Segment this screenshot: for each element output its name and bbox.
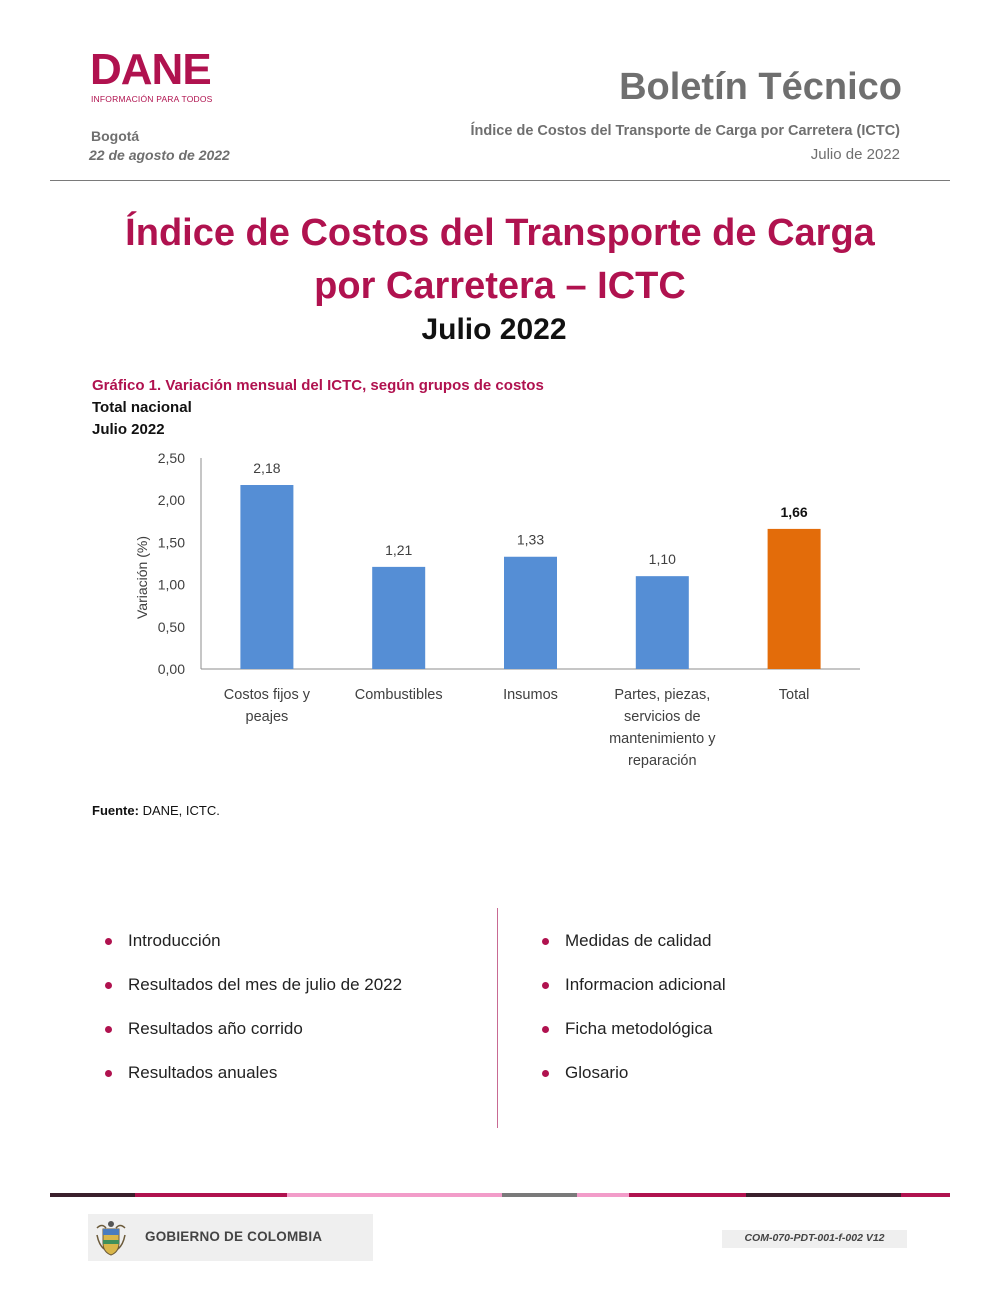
bullet-icon	[105, 938, 112, 945]
contents-item: Resultados del mes de julio de 2022	[98, 974, 402, 1018]
x-category-label: Combustibles	[355, 687, 443, 703]
bar	[635, 576, 689, 669]
contents-list-right: Medidas de calidad Informacion adicional F…	[535, 930, 726, 1106]
bar	[372, 566, 426, 669]
header-subject: Índice de Costos del Transporte de Carga…	[470, 123, 900, 139]
x-category-label: Costos fijos y	[224, 687, 311, 703]
contents-item: Informacion adicional	[535, 974, 726, 1018]
contents-item: Resultados anuales	[98, 1062, 402, 1106]
contents-item-label: Resultados anuales	[128, 1063, 278, 1082]
y-tick-label: 2,50	[158, 450, 185, 466]
chart-title: Gráfico 1. Variación mensual del ICTC, s…	[92, 377, 544, 394]
bullet-icon	[542, 1026, 549, 1033]
x-category-label: Total	[779, 687, 810, 703]
contents-item: Glosario	[535, 1062, 726, 1106]
x-category-label: Partes, piezas,	[614, 687, 710, 703]
bar	[767, 528, 821, 669]
bar-chart: 0,00 0,50 1,00 1,50 2,00 2,50 Variación (%) 2,1…	[134, 450, 860, 769]
bullet-icon	[105, 1026, 112, 1033]
bullet-icon	[105, 982, 112, 989]
page-title-line-1: Índice de Costos del Transporte de Carga	[125, 212, 875, 254]
y-tick-label: 0,00	[158, 661, 185, 677]
x-category-label: Insumos	[503, 687, 558, 703]
source-label: Fuente:	[92, 803, 139, 818]
contents-item: Introducción	[98, 930, 402, 974]
contents-item-label: Introducción	[128, 931, 221, 950]
x-category-label: servicios de	[624, 709, 701, 725]
form-code-box	[722, 1230, 907, 1248]
contents-item-label: Glosario	[565, 1063, 629, 1082]
bar	[504, 556, 557, 669]
header-period: Julio de 2022	[810, 146, 900, 163]
chart-period: Julio 2022	[92, 421, 165, 438]
y-tick-label: 2,00	[158, 492, 185, 508]
publication-date: 22 de agosto de 2022	[89, 147, 230, 163]
bar-value-label: 1,21	[385, 542, 412, 558]
page-title-period: Julio 2022	[421, 313, 567, 346]
y-axis-title: Variación (%)	[134, 536, 150, 619]
colombia-coat-of-arms-icon	[96, 1221, 126, 1256]
x-category-label: mantenimiento y	[609, 731, 716, 747]
bullet-icon	[105, 1070, 112, 1077]
header-divider	[50, 180, 950, 181]
bullet-icon	[542, 982, 549, 989]
page-title-line-2: por Carretera – ICTC	[314, 265, 686, 307]
bullet-icon	[542, 1070, 549, 1077]
contents-item-label: Medidas de calidad	[565, 931, 712, 950]
contents-item: Resultados año corrido	[98, 1018, 402, 1062]
y-tick-label: 1,00	[158, 577, 185, 593]
source-text: DANE, ICTC.	[138, 803, 220, 818]
contents-item-label: Resultados del mes de julio de 2022	[128, 975, 403, 994]
contents-item: Ficha metodológica	[535, 1018, 726, 1062]
bullet-icon	[542, 938, 549, 945]
bar-value-label: 2,18	[253, 460, 280, 476]
bar	[240, 485, 294, 669]
contents-list-left: Introducción Resultados del mes de julio …	[98, 930, 402, 1106]
contents-divider	[497, 908, 498, 1128]
chart-source: Fuente: DANE, ICTC.	[92, 803, 220, 818]
form-code: COM-070-PDT-001-f-002 V12	[744, 1232, 885, 1244]
contents-item-label: Resultados año corrido	[128, 1019, 303, 1038]
bar-value-label: 1,66	[780, 504, 807, 520]
x-category-label: reparación	[628, 753, 697, 769]
bar-value-label: 1,33	[517, 532, 544, 548]
contents-item-label: Informacion adicional	[565, 975, 726, 994]
bar-value-label: 1,10	[649, 551, 676, 567]
x-category-label: peajes	[246, 709, 289, 725]
contents-item-label: Ficha metodológica	[565, 1019, 713, 1038]
document-type: Boletín Técnico	[619, 66, 902, 108]
y-tick-label: 0,50	[158, 619, 185, 635]
government-badge	[88, 1214, 373, 1261]
page-title: Índice de Costos del Transporte de Carga…	[0, 207, 1000, 313]
dane-logo: DANE	[90, 45, 212, 94]
y-tick-label: 1,50	[158, 534, 185, 550]
chart-subtitle: Total nacional	[92, 399, 192, 416]
government-label: GOBIERNO DE COLOMBIA	[145, 1229, 323, 1244]
footer-color-bar	[50, 1193, 950, 1197]
dane-logo-tagline: INFORMACIÓN PARA TODOS	[91, 94, 213, 104]
contents-item: Medidas de calidad	[535, 930, 726, 974]
city: Bogotá	[91, 128, 140, 144]
